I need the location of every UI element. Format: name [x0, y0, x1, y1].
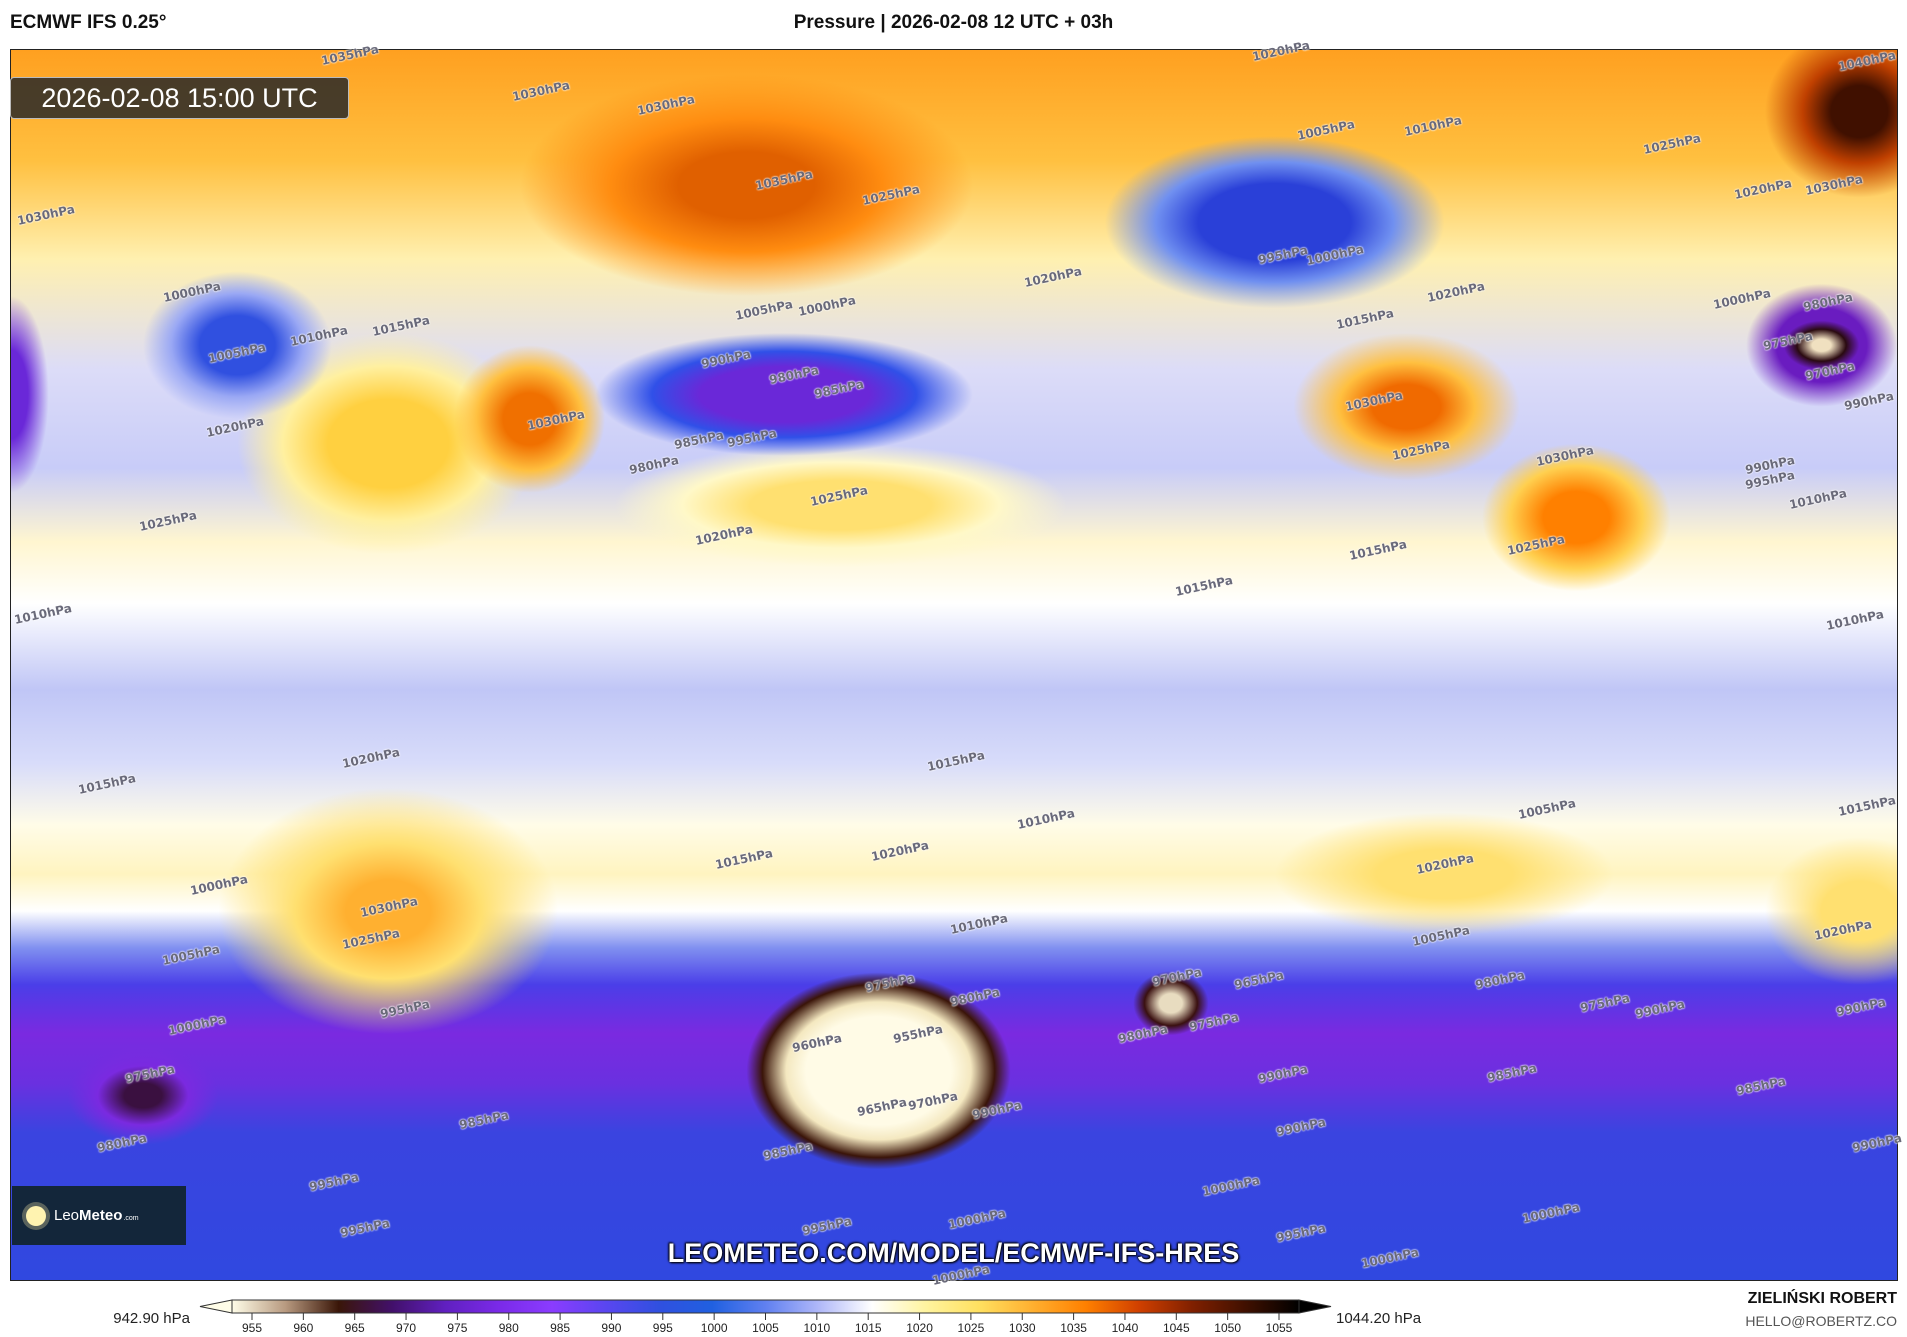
model-name: ECMWF IFS 0.25°: [10, 12, 167, 33]
colorbar-tick-label: 970: [396, 1321, 416, 1335]
colorbar-tick-label: 965: [345, 1321, 365, 1335]
colorbar-tick-label: 990: [601, 1321, 621, 1335]
colorbar-tick-label: 960: [293, 1321, 313, 1335]
colorbar-gradient: [231, 1299, 1300, 1314]
author-email: HELLO@ROBERTZ.CO: [1745, 1313, 1897, 1329]
colorbar-tick-label: 1005: [752, 1321, 779, 1335]
colorbar-tick-label: 1045: [1163, 1321, 1190, 1335]
colorbar-tick-label: 995: [653, 1321, 673, 1335]
logo-text-bold: Meteo: [79, 1207, 123, 1224]
colorbar-tick-label: 985: [550, 1321, 570, 1335]
colorbar-tick-label: 1010: [803, 1321, 830, 1335]
colorbar-tick-label: 975: [447, 1321, 467, 1335]
map-title: Pressure | 2026-02-08 12 UTC + 03h: [793, 12, 1114, 33]
colorbar-max-arrow: [1298, 1299, 1332, 1314]
colorbar-tick-label: 1015: [855, 1321, 882, 1335]
colorbar-tick-label: 980: [499, 1321, 519, 1335]
logo-text-suffix: .com: [123, 1215, 139, 1222]
colorbar-min-arrow: [199, 1299, 233, 1314]
pressure-map: [10, 49, 1898, 1281]
valid-time-badge: 2026-02-08 15:00 UTC: [10, 77, 349, 119]
colorbar: 955 960 965 970 975 980 985 990 995 1000 1005 1010 1…: [199, 1299, 1332, 1335]
colorbar-tick-label: 1020: [906, 1321, 933, 1335]
colorbar-tick-label: 1025: [958, 1321, 985, 1335]
colorbar-tick-label: 1035: [1060, 1321, 1087, 1335]
sun-icon: [26, 1205, 46, 1226]
leometeo-logo: Leo Meteo .com: [12, 1186, 186, 1245]
colorbar-tick-label: 1050: [1214, 1321, 1241, 1335]
colorbar-tick-label: 1055: [1266, 1321, 1293, 1335]
colorbar-min-label: 942.90 hPa: [113, 1310, 190, 1327]
colorbar-max-label: 1044.20 hPa: [1336, 1310, 1422, 1327]
colorbar-tick-label: 1040: [1112, 1321, 1139, 1335]
source-url: LEOMETEO.COM/MODEL/ECMWF-IFS-HRES: [667, 1238, 1240, 1268]
colorbar-tick-label: 1030: [1009, 1321, 1036, 1335]
colorbar-tick-label: 1000: [701, 1321, 728, 1335]
logo-text-light: Leo: [54, 1207, 80, 1224]
author-name: ZIELIŃSKI ROBERT: [1747, 1290, 1897, 1307]
colorbar-tick-label: 955: [242, 1321, 262, 1335]
